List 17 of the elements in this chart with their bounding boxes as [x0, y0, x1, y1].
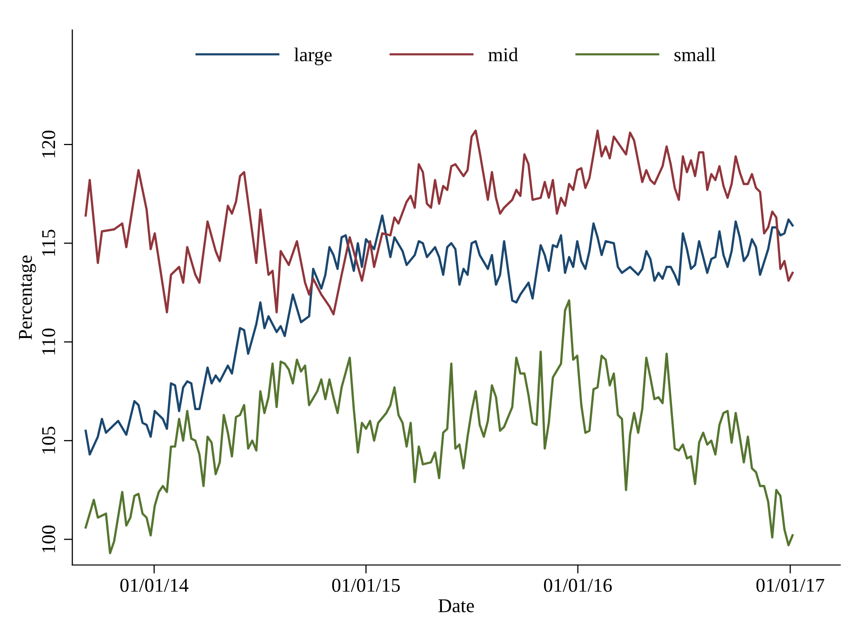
x-tick-label: 01/01/15: [332, 578, 400, 592]
x-tick-label: 01/01/17: [756, 578, 824, 592]
y-tick-label: 120: [42, 130, 56, 158]
legend-label: small: [674, 48, 716, 62]
legend-label: large: [294, 48, 332, 66]
legend-label: mid: [488, 48, 518, 62]
y-axis-title: Percentage: [19, 256, 36, 340]
y-tick-label: 100: [42, 525, 56, 552]
y-tick-label: 110: [42, 328, 56, 354]
x-tick-label: 01/01/14: [120, 578, 188, 592]
x-axis-title: Date: [438, 599, 474, 612]
line-series: [84, 214, 794, 456]
line-series: [84, 299, 794, 554]
x-tick-label: 01/01/16: [544, 578, 612, 592]
y-tick-label: 115: [42, 230, 56, 256]
y-tick-label: 105: [42, 426, 56, 454]
line-series: [84, 130, 794, 316]
